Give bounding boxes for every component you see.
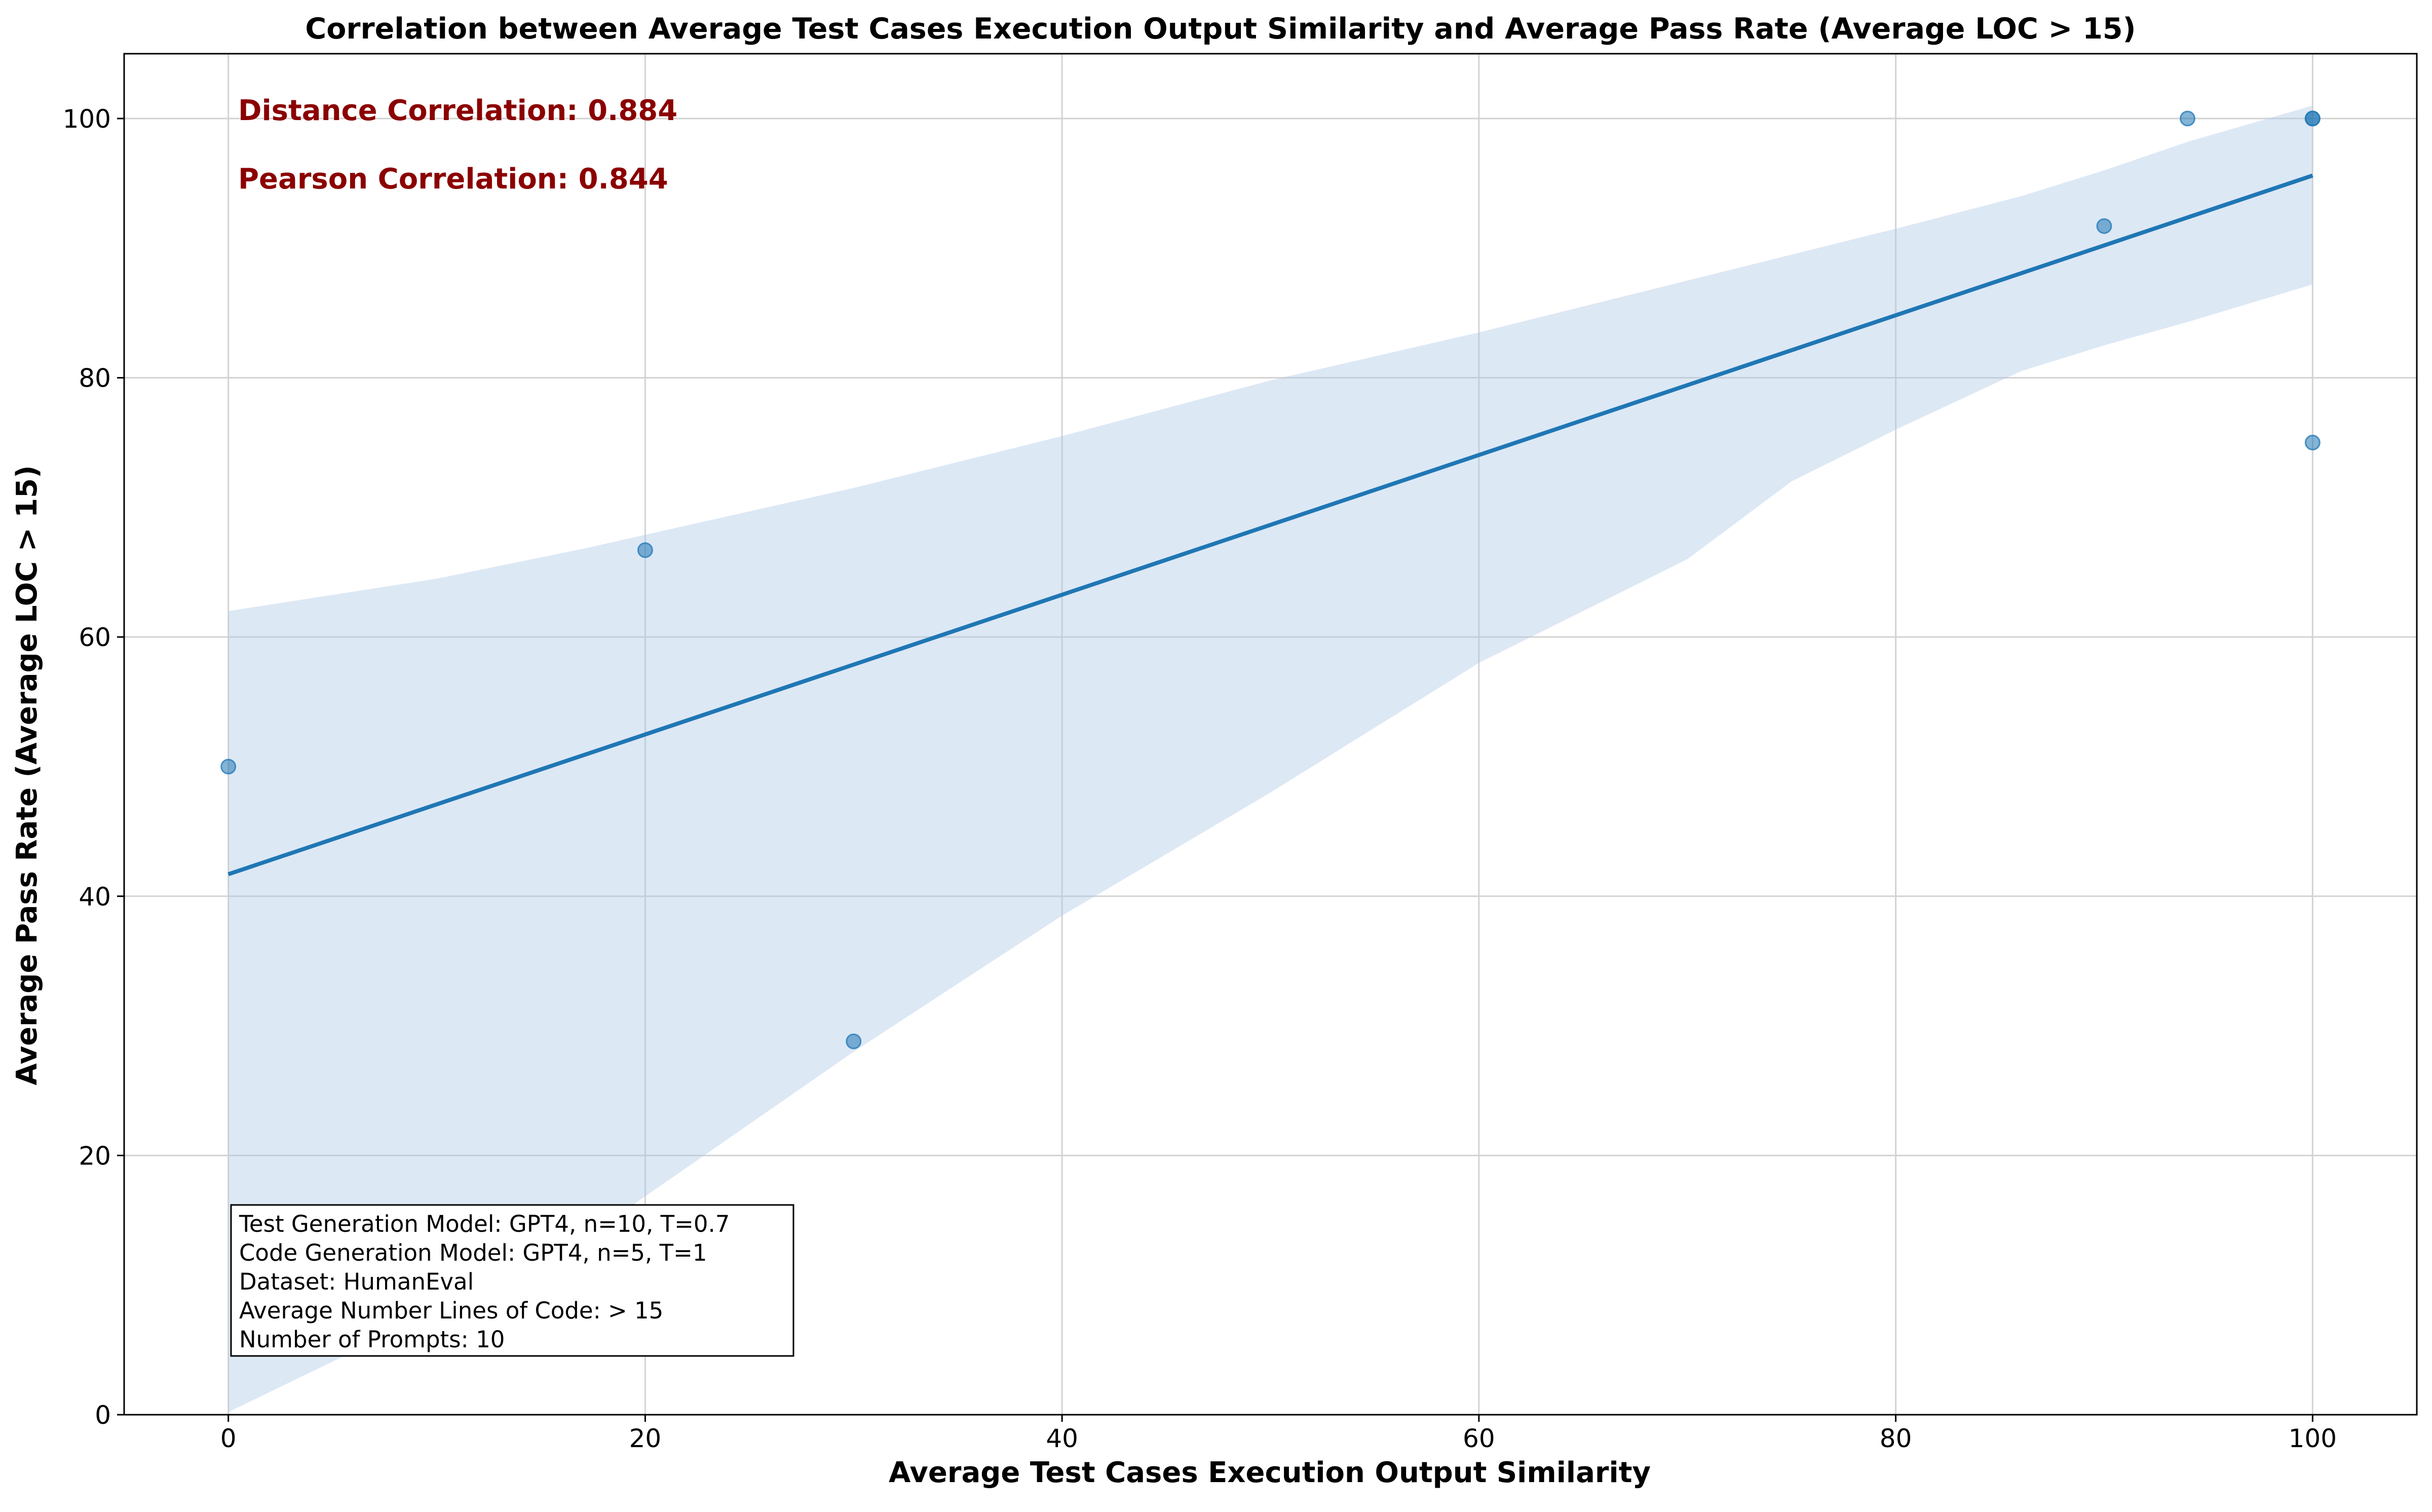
regression-line xyxy=(227,173,2313,877)
y-tick-label: 100 xyxy=(63,104,111,134)
tick-labels: 0 20 40 60 80 100 0 20 40 60 80 100 xyxy=(63,104,2337,1453)
scatter-point xyxy=(2180,110,2195,127)
pearson-correlation-annotation: Pearson Correlation: 0.844 xyxy=(238,163,668,196)
x-tick-label: 0 xyxy=(220,1424,237,1453)
scatter-point xyxy=(2304,434,2321,450)
confidence-band-area xyxy=(228,105,2313,1412)
x-tick-label: 40 xyxy=(1046,1424,1078,1453)
x-tick-label: 80 xyxy=(1880,1424,1912,1453)
y-tick-label: 20 xyxy=(79,1141,111,1170)
info-line-prompts: Number of Prompts: 10 xyxy=(239,1326,505,1353)
x-axis-label: Average Test Cases Execution Output Simi… xyxy=(889,1456,1651,1489)
x-tick-label: 20 xyxy=(629,1424,662,1453)
plot-frame xyxy=(123,53,2418,1416)
info-box-frame xyxy=(230,1204,794,1357)
scatter-point xyxy=(2304,110,2321,127)
info-line-test-model: Test Generation Model: GPT4, n=10, T=0.7 xyxy=(239,1211,730,1237)
regression-line-group xyxy=(227,173,2313,877)
y-tick-label: 0 xyxy=(95,1401,111,1430)
confidence-band xyxy=(228,105,2313,1412)
y-axis-label: Average Pass Rate (Average LOC > 15) xyxy=(11,465,44,1085)
axes xyxy=(123,53,2418,1416)
chart-title: Correlation between Average Test Cases E… xyxy=(305,12,2136,46)
y-tick-label: 40 xyxy=(79,882,111,912)
y-tick-label: 80 xyxy=(79,364,111,393)
data-points xyxy=(220,110,2321,1049)
scatter-point xyxy=(2096,218,2112,234)
info-line-loc: Average Number Lines of Code: > 15 xyxy=(239,1297,663,1324)
distance-correlation-annotation: Distance Correlation: 0.884 xyxy=(238,94,677,127)
info-line-dataset: Dataset: HumanEval xyxy=(239,1268,474,1295)
info-line-code-model: Code Generation Model: GPT4, n=5, T=1 xyxy=(239,1239,707,1266)
scatter-point xyxy=(220,759,237,775)
info-box: Test Generation Model: GPT4, n=10, T=0.7… xyxy=(230,1204,794,1357)
x-tick-label: 100 xyxy=(2289,1424,2337,1453)
x-tick-label: 60 xyxy=(1463,1424,1495,1453)
scatter-point xyxy=(846,1033,862,1049)
scatter-point xyxy=(637,542,653,558)
y-tick-label: 60 xyxy=(79,623,111,652)
